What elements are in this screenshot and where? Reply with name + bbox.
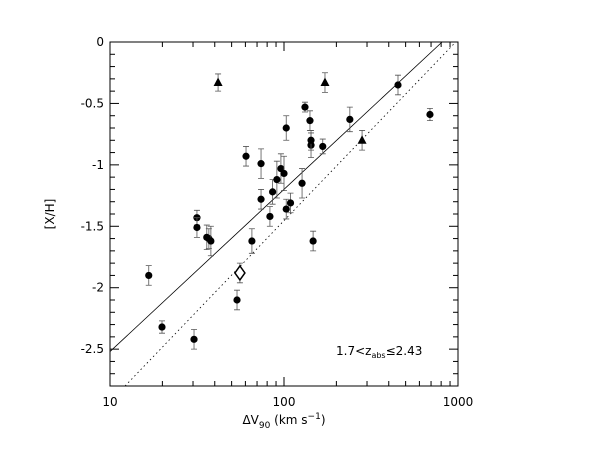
data-point — [298, 179, 306, 187]
data-point — [282, 124, 290, 132]
x-tick-label: 100 — [273, 395, 296, 409]
data-point — [266, 212, 274, 221]
data-point — [273, 176, 281, 184]
data-point — [346, 115, 354, 123]
data-point — [357, 135, 367, 144]
y-tick-label: -1 — [92, 158, 104, 172]
annotation: 1.7<zabs≤2.43 — [336, 344, 422, 360]
fit-line — [109, 41, 443, 352]
x-tick-label: 10 — [102, 395, 117, 409]
data-point — [269, 188, 277, 196]
data-point — [280, 169, 288, 178]
data-point — [286, 199, 295, 207]
data-point — [207, 237, 215, 245]
fit-line — [124, 41, 456, 387]
y-tick-label: 0 — [96, 35, 104, 49]
data-point — [257, 195, 265, 203]
data-point — [233, 296, 241, 304]
data-point — [193, 223, 201, 232]
y-tick-label: -2.5 — [81, 342, 104, 356]
data-point — [242, 152, 250, 160]
data-point — [394, 81, 402, 89]
data-point — [233, 264, 246, 282]
data-point — [190, 335, 198, 343]
x-axis-label: ΔV90 (km s−1) — [242, 412, 325, 431]
data-point — [319, 142, 327, 151]
y-tick-label: -0.5 — [81, 96, 104, 110]
data-point — [213, 77, 223, 87]
data-point — [301, 103, 309, 111]
data-point — [282, 205, 290, 213]
data-point — [309, 237, 317, 245]
y-tick-label: -2 — [92, 281, 104, 295]
data-point — [248, 237, 256, 245]
data-point — [257, 160, 265, 168]
data-point — [145, 271, 153, 280]
data-point — [158, 323, 166, 331]
data-point — [320, 77, 330, 87]
x-tick-label: 1000 — [443, 395, 474, 409]
y-tick-label: -1.5 — [81, 219, 104, 233]
data-point — [306, 117, 314, 125]
data-point — [426, 110, 434, 119]
y-axis-label: [X/H] — [43, 199, 57, 230]
data-point — [307, 136, 315, 144]
